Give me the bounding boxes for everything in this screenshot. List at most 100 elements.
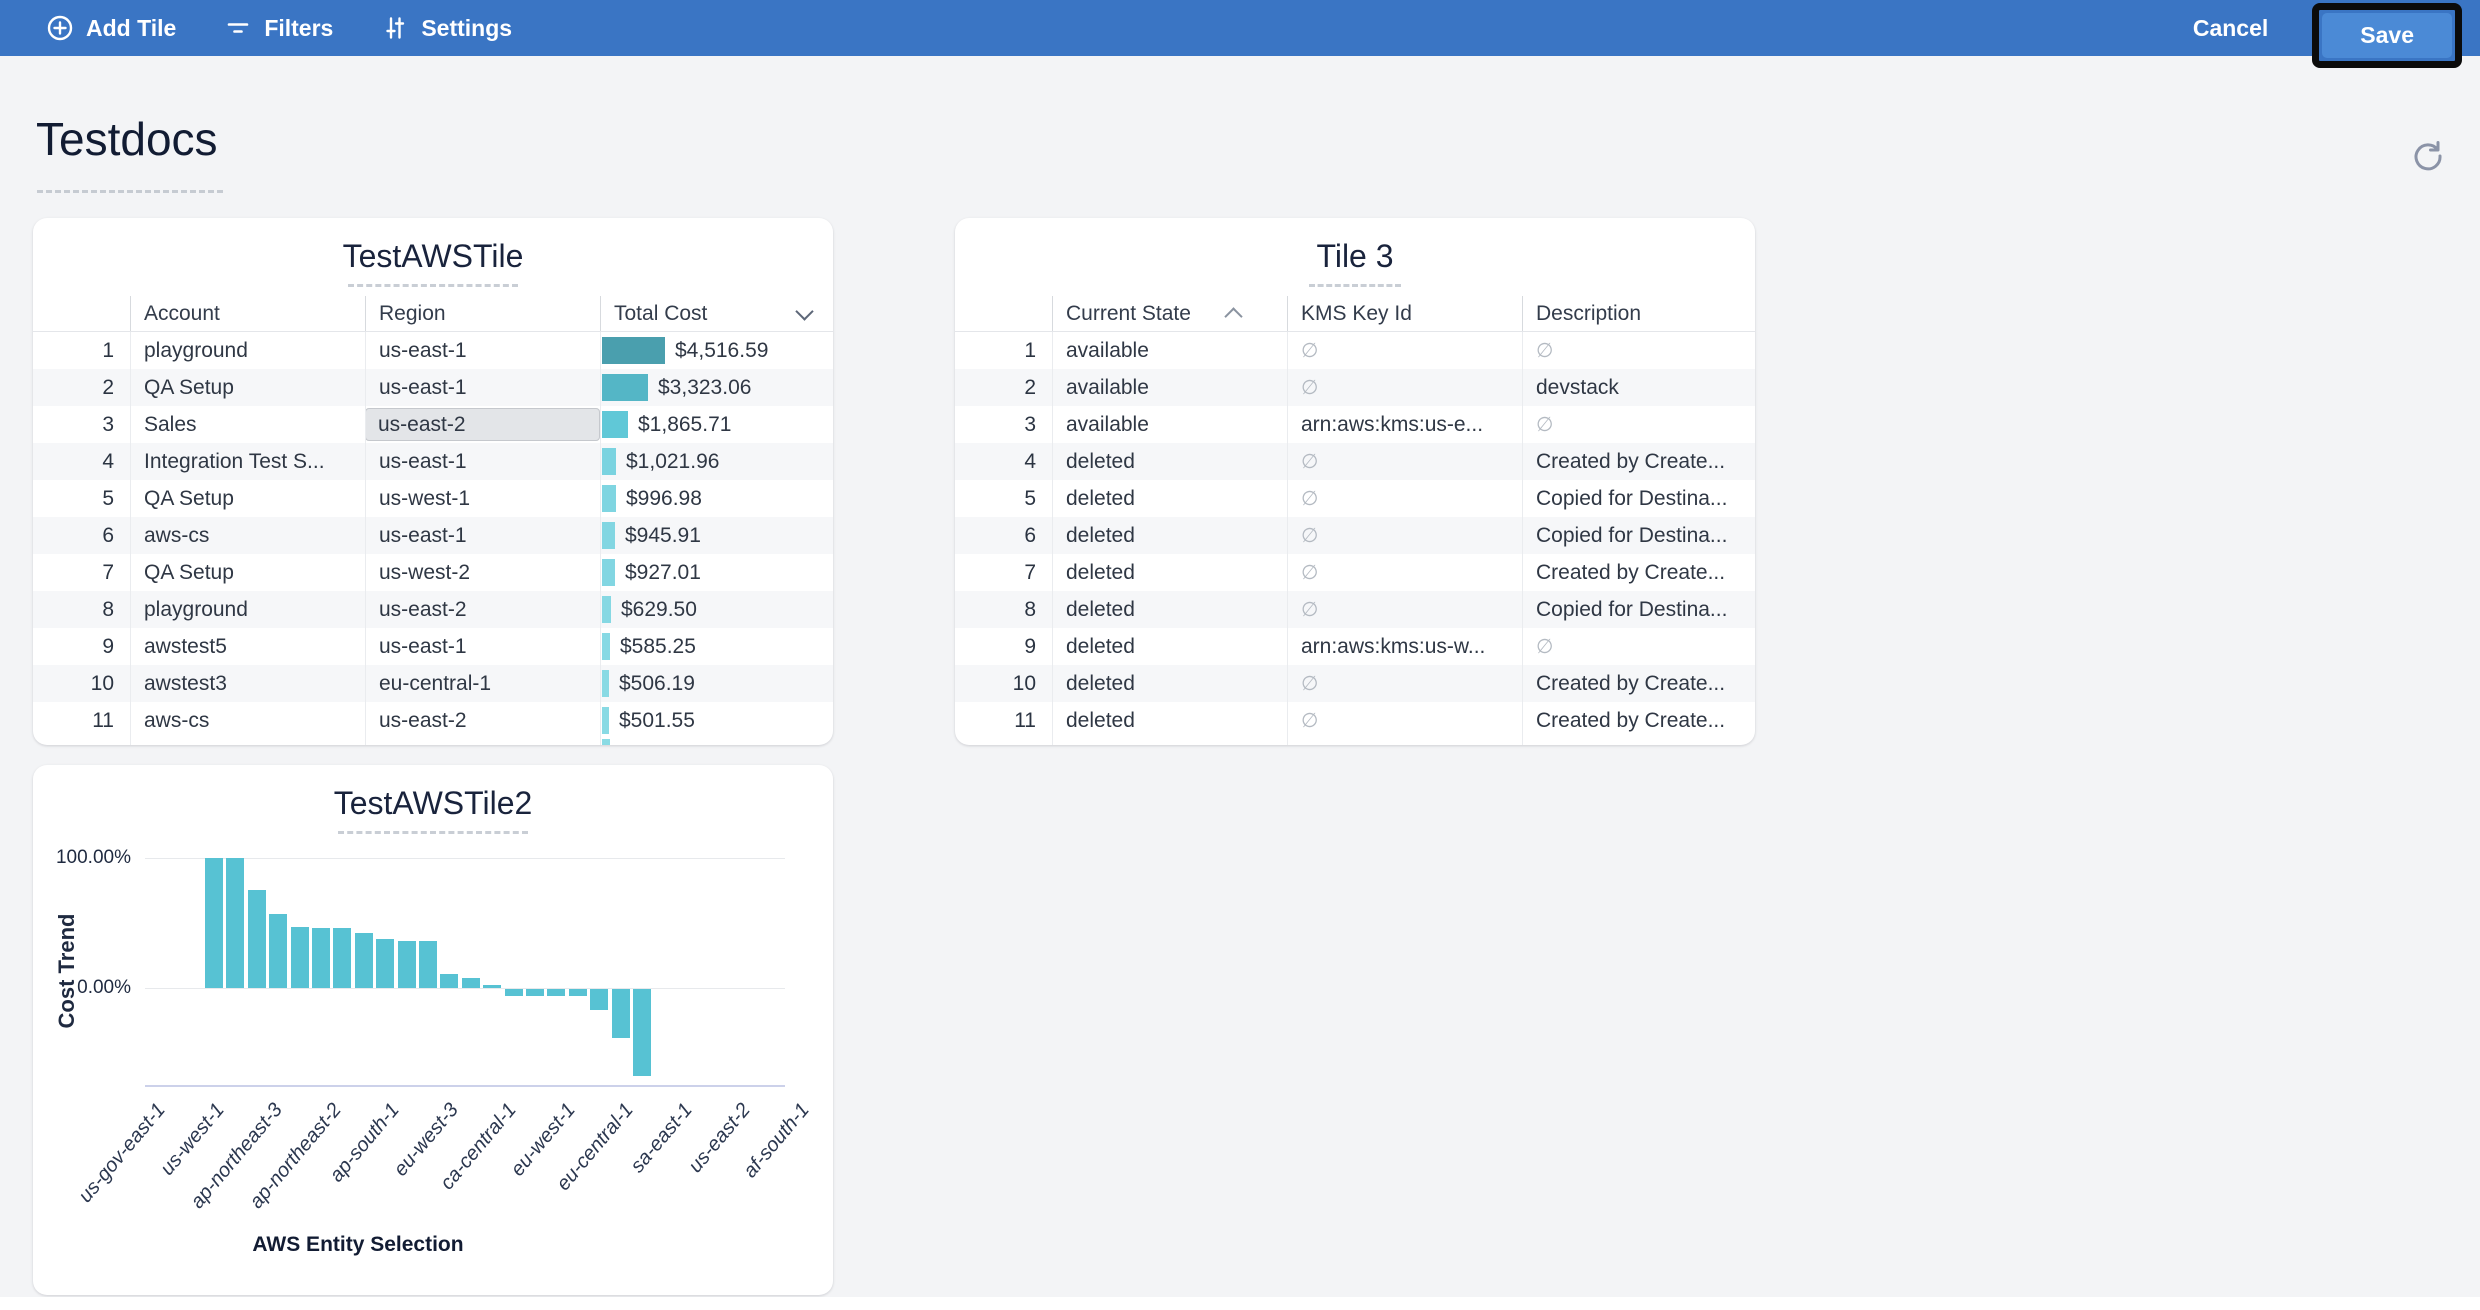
cell-current-state[interactable]: deleted (1066, 597, 1135, 621)
column-header-current-state[interactable]: Current State (1052, 296, 1287, 331)
cancel-button[interactable]: Cancel (2192, 14, 2269, 41)
refresh-button[interactable] (2406, 134, 2450, 178)
table-header-row: Account Region Total Cost (33, 296, 833, 332)
column-header-account[interactable]: Account (144, 301, 220, 325)
cell-kms-key-id[interactable]: ∅ (1287, 517, 1522, 554)
cell-current-state[interactable]: deleted (1066, 708, 1135, 732)
null-value-icon: ∅ (1536, 340, 1554, 362)
tile-title[interactable]: TestAWSTile2 (333, 785, 533, 821)
cell-region[interactable]: us-east-1 (379, 449, 467, 473)
cost-data-bar (602, 670, 609, 697)
cell-kms-key-id[interactable]: ∅ (1287, 554, 1522, 591)
cell-description[interactable]: Created by Create... (1536, 560, 1726, 584)
table-row: 5 QA Setup us-west-1 $996.98 (33, 480, 833, 517)
tile-title[interactable]: Tile 3 (1316, 238, 1394, 274)
cell-total-cost[interactable]: $1,865.71 (600, 406, 833, 443)
filters-button[interactable]: Filters (224, 14, 333, 42)
cell-total-cost[interactable]: $945.91 (600, 517, 833, 554)
cell-region[interactable]: us-east-1 (379, 338, 467, 362)
add-tile-button[interactable]: Add Tile (46, 14, 176, 42)
cell-kms-key-id[interactable]: ∅ (1287, 591, 1522, 628)
table-row: 4 deleted ∅ Created by Create... (955, 443, 1755, 480)
cell-kms-key-id[interactable]: ∅ (1287, 443, 1522, 480)
table-row: 9 awstest5 us-east-1 $585.25 (33, 628, 833, 665)
cell-account[interactable]: awstest3 (144, 671, 227, 695)
cell-account[interactable]: awstest5 (144, 634, 227, 658)
cell-region[interactable]: us-east-1 (379, 523, 467, 547)
cell-current-state[interactable]: deleted (1066, 634, 1135, 658)
column-header-region[interactable]: Region (379, 301, 446, 325)
null-value-icon: ∅ (1301, 451, 1319, 473)
save-button[interactable]: Save (2322, 12, 2452, 58)
cost-value: $585.25 (620, 634, 696, 658)
column-header-description[interactable]: Description (1536, 301, 1642, 325)
column-header-kms-key-id[interactable]: KMS Key Id (1301, 301, 1412, 325)
cell-total-cost[interactable]: $629.50 (600, 591, 833, 628)
cell-kms-key-id[interactable]: ∅ (1287, 480, 1522, 517)
cell-total-cost[interactable]: $4,516.59 (600, 332, 833, 369)
cell-account[interactable]: Integration Test S... (144, 449, 325, 473)
table-body: 1 playground us-east-1 $4,516.59 2 QA Setup us… (33, 332, 833, 745)
settings-button[interactable]: Settings (381, 14, 512, 42)
cell-total-cost[interactable]: $501.55 (600, 702, 833, 739)
column-divider (1522, 296, 1523, 331)
cell-account[interactable]: Sales (144, 412, 197, 436)
cell-kms-key-id[interactable]: arn:aws:kms:us-w... (1301, 634, 1486, 658)
cell-current-state[interactable]: available (1066, 375, 1149, 399)
cell-total-cost[interactable]: $927.01 (600, 554, 833, 591)
cell-description[interactable]: Copied for Destina... (1536, 597, 1728, 621)
cell-current-state[interactable]: deleted (1066, 486, 1135, 510)
save-button-highlight: Save (2312, 2, 2462, 68)
cell-current-state[interactable]: deleted (1066, 560, 1135, 584)
chart-bar (633, 989, 651, 1076)
cell-kms-key-id[interactable]: ∅ (1287, 332, 1522, 369)
cell-region[interactable]: us-east-1 (379, 634, 467, 658)
cell-kms-key-id[interactable]: ∅ (1287, 665, 1522, 702)
cell-region[interactable]: eu-central-1 (379, 671, 492, 695)
cell-account[interactable]: playground (144, 597, 248, 621)
cell-total-cost[interactable]: $1,021.96 (600, 443, 833, 480)
page-title[interactable]: Testdocs (36, 113, 218, 165)
cell-current-state[interactable]: deleted (1066, 523, 1135, 547)
cost-data-bar (602, 707, 609, 734)
cell-account[interactable]: QA Setup (144, 560, 234, 584)
cell-account[interactable]: QA Setup (144, 486, 234, 510)
x-axis-title: AWS Entity Selection (252, 1233, 464, 1256)
cell-description[interactable]: Created by Create... (1536, 449, 1726, 473)
cell-account[interactable]: playground (144, 338, 248, 362)
cell-kms-key-id[interactable]: ∅ (1287, 702, 1522, 739)
cell-region[interactable]: us-west-1 (379, 486, 471, 510)
cell-account[interactable]: aws-cs (144, 523, 210, 547)
cell-description[interactable]: Copied for Destina... (1536, 486, 1728, 510)
cell-account[interactable]: QA Setup (144, 375, 234, 399)
table-row: 2 QA Setup us-east-1 $3,323.06 (33, 369, 833, 406)
cell-total-cost[interactable]: $3,323.06 (600, 369, 833, 406)
cell-description[interactable]: ∅ (1522, 628, 1755, 665)
cell-total-cost[interactable]: $996.98 (600, 480, 833, 517)
cell-description[interactable]: ∅ (1522, 332, 1755, 369)
tile-title[interactable]: TestAWSTile (342, 238, 524, 274)
cell-description[interactable]: Created by Create... (1536, 708, 1726, 732)
cell-current-state[interactable]: available (1066, 338, 1149, 362)
cell-kms-key-id[interactable]: ∅ (1287, 369, 1522, 406)
cell-total-cost[interactable]: $585.25 (600, 628, 833, 665)
cell-description[interactable]: ∅ (1522, 406, 1755, 443)
cell-region[interactable]: us-east-2 (379, 597, 467, 621)
cell-kms-key-id[interactable]: arn:aws:kms:us-e... (1301, 412, 1484, 436)
chart-bar (355, 933, 373, 988)
cell-region[interactable]: us-east-2 (379, 708, 467, 732)
cell-description[interactable]: devstack (1536, 375, 1619, 399)
cell-region[interactable]: us-west-2 (379, 560, 471, 584)
cell-current-state[interactable]: deleted (1066, 449, 1135, 473)
column-divider (1052, 296, 1053, 331)
cell-region[interactable]: us-east-1 (379, 375, 467, 399)
cell-description[interactable]: Created by Create... (1536, 671, 1726, 695)
cell-total-cost[interactable]: $506.19 (600, 665, 833, 702)
cell-current-state[interactable]: deleted (1066, 671, 1135, 695)
cell-description[interactable]: Copied for Destina... (1536, 523, 1728, 547)
selected-cell-region[interactable]: us-east-2 (365, 408, 600, 441)
column-header-total-cost[interactable]: Total Cost (600, 296, 833, 331)
cell-account[interactable]: aws-cs (144, 708, 210, 732)
cell-current-state[interactable]: available (1066, 412, 1149, 436)
filter-icon (224, 14, 252, 42)
